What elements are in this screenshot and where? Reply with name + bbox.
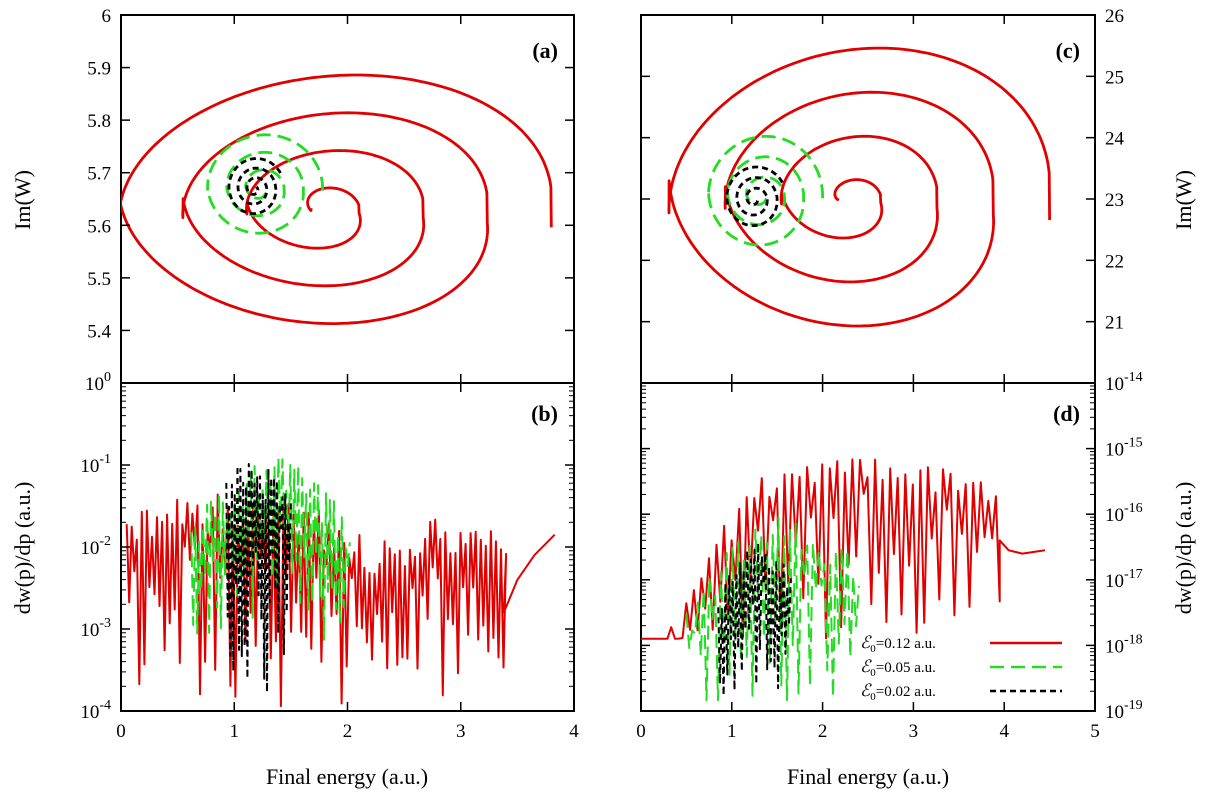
panel-b-series <box>125 456 556 708</box>
ytick-label: 10-19 <box>1105 698 1143 723</box>
xtick-label: 5 <box>1090 721 1100 742</box>
ylabel-c: Im(W) <box>1171 170 1196 230</box>
ytick-label: 10-2 <box>80 534 111 559</box>
series-black-a <box>227 157 282 215</box>
xtick-label: 4 <box>569 721 579 742</box>
series-red-a <box>121 73 553 325</box>
series-green-c <box>707 135 824 247</box>
ytick-label: 5.6 <box>87 216 111 237</box>
ytick-label: 10-3 <box>80 616 111 641</box>
xtick-label: 3 <box>456 721 466 742</box>
panel-a-frame <box>120 14 575 384</box>
xlabel-d: Final energy (a.u.) <box>787 764 949 789</box>
panel-c-series <box>667 46 1051 328</box>
ytick-label: 10-15 <box>1105 436 1143 461</box>
xtick-label: 2 <box>818 721 828 742</box>
ytick-label: 5.4 <box>87 321 111 342</box>
series-green-d <box>685 516 860 702</box>
xtick-label: 2 <box>343 721 353 742</box>
series-red-c <box>667 46 1051 328</box>
xtick-label: 1 <box>727 721 737 742</box>
ylabel-d: dw(p)/dp (a.u.) <box>1171 482 1196 615</box>
ytick-label: 24 <box>1105 129 1125 150</box>
ytick-label: 5.9 <box>87 59 111 80</box>
series-black-b <box>225 463 292 693</box>
panel-a-series <box>121 73 553 325</box>
panel-label-d: (d) <box>1053 401 1080 426</box>
legend-label: ℰ0=0.02 a.u. <box>860 681 936 703</box>
ytick-label: 6 <box>102 6 112 27</box>
legend-label: ℰ0=0.12 a.u. <box>860 633 936 655</box>
ytick-label: 10-17 <box>1105 567 1143 592</box>
series-black-d <box>717 542 792 697</box>
series-black-c <box>725 165 784 227</box>
ytick-label: 10-4 <box>80 698 111 723</box>
xtick-label: 0 <box>116 721 126 742</box>
xtick-label: 0 <box>636 721 646 742</box>
panel-label-a: (a) <box>532 38 558 63</box>
ytick-label: 10-14 <box>1105 370 1143 395</box>
ytick-label: 5.8 <box>87 111 111 132</box>
legend-label: ℰ0=0.05 a.u. <box>860 657 936 679</box>
panel-d-series <box>641 458 1046 702</box>
ytick-label: 21 <box>1105 313 1124 334</box>
xtick-label: 3 <box>909 721 919 742</box>
plot-layer <box>121 46 1051 708</box>
ytick-label: 100 <box>85 370 111 395</box>
ylabel-a: Im(W) <box>10 170 35 230</box>
ylabel-b: dw(p)/dp (a.u.) <box>10 482 35 615</box>
panel-label-c: (c) <box>1056 38 1080 63</box>
ytick-label: 10-1 <box>80 452 111 477</box>
ytick-label: 23 <box>1105 190 1124 211</box>
xtick-label: 4 <box>999 721 1009 742</box>
xlabel-b: Final energy (a.u.) <box>266 764 428 789</box>
panel-d-frame <box>640 382 1096 712</box>
series-red-b <box>125 493 556 708</box>
xtick-label: 1 <box>230 721 240 742</box>
ytick-label: 10-16 <box>1105 501 1143 526</box>
ytick-label: 26 <box>1105 6 1124 27</box>
legend: ℰ0=0.12 a.u.ℰ0=0.05 a.u.ℰ0=0.02 a.u. <box>860 633 1062 703</box>
panel-label-b: (b) <box>531 401 558 426</box>
ytick-label: 25 <box>1105 67 1124 88</box>
ytick-label: 22 <box>1105 251 1124 272</box>
ytick-label: 5.5 <box>87 269 111 290</box>
ytick-label: 10-18 <box>1105 632 1143 657</box>
series-red-d <box>641 458 1046 640</box>
ytick-label: 5.7 <box>87 164 111 185</box>
